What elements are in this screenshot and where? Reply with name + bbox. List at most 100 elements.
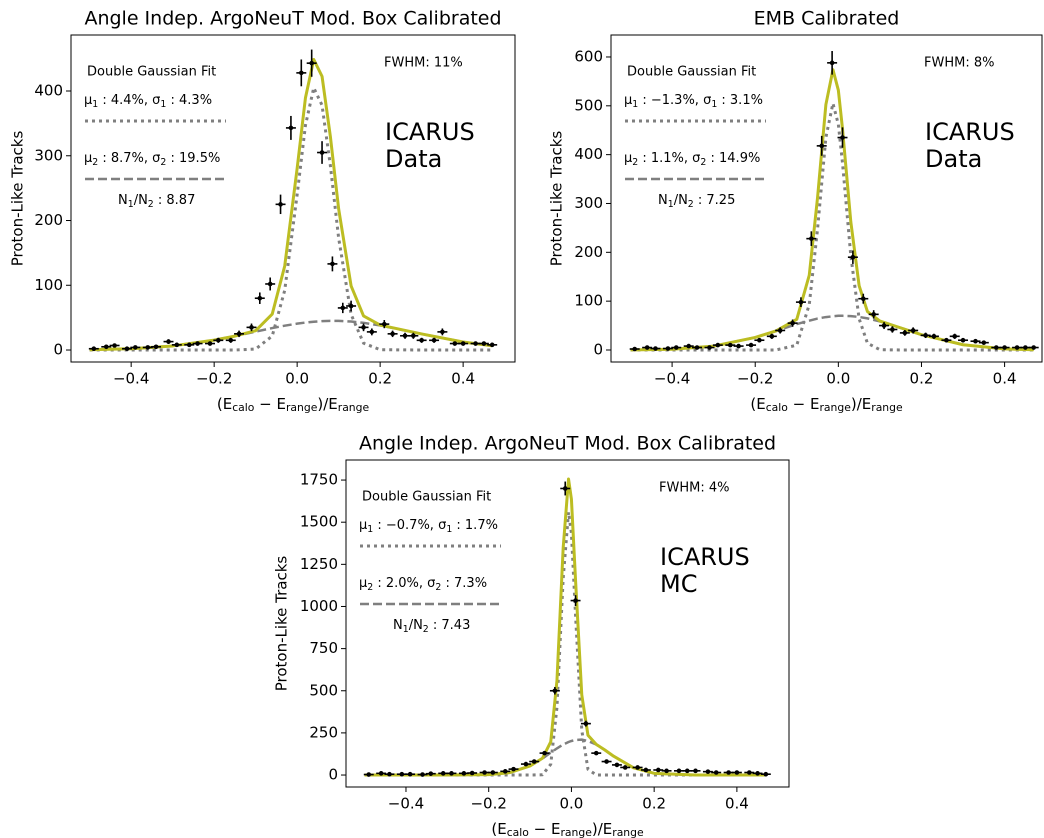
data-point [944,337,949,343]
x-axis-label-part: range [871,401,903,414]
data-point [186,342,192,348]
y-tick-label: 400 [34,82,63,100]
data-point [664,768,669,774]
x-tick-label: −0.2 [470,795,506,813]
legend-label-part: : 3.1% [717,93,763,108]
data-point [746,770,752,775]
fit-curve [364,738,766,777]
x-tick-label: −0.2 [737,370,773,388]
data-point [583,721,589,726]
dataset-label: ICARUS [925,118,1015,146]
legend-label-part: 1 [632,99,638,110]
x-axis-label-part: )/E [592,820,612,838]
data-point [604,759,609,764]
plot-frame [70,34,516,363]
data-point [523,761,529,767]
data-point [1031,345,1036,350]
ratio-label-part: N [118,193,128,208]
y-tick-label: 1750 [300,471,338,489]
legend-label-part: : 4.4%, σ [98,93,160,108]
x-axis-label-part: (E [750,395,765,413]
dataset-label: ICARUS [660,543,750,571]
data-point [228,338,234,343]
legend-title: Double Gaussian Fit [362,490,491,505]
x-axis-label-part: range [338,401,370,414]
data-point [644,345,650,350]
data-point [1023,345,1028,350]
data-point [960,337,966,343]
data-point [871,312,876,317]
data-point [757,337,762,343]
data-point [736,343,741,349]
y-tick-label: 600 [574,47,603,65]
ratio-label-part: /N [134,193,148,208]
chart-title: EMB Calibrated [754,8,900,30]
data-point [829,60,835,66]
data-point [381,321,387,327]
data-point [809,236,814,241]
x-axis-label-part: range [560,826,592,838]
data-point [734,770,740,775]
y-tick-label: 0 [53,341,63,359]
data-point [340,305,346,311]
y-tick-label: 100 [34,276,63,294]
legend-label-part: μ [359,576,367,591]
data-point [461,771,467,776]
x-tick-label: 0.2 [910,370,934,388]
data-point [216,338,221,343]
data-point [684,768,690,774]
data-point [635,765,640,770]
data-point [655,767,661,773]
legend-label-part: μ [624,151,632,166]
data-point [460,341,466,346]
data-point [428,771,434,776]
ratio-label-part: 1 [128,199,134,210]
data-point [790,320,795,326]
legend-label-part: 1 [446,524,452,535]
data-point [469,770,475,776]
x-axis-label-part: calo [232,401,255,414]
data-point [174,342,180,348]
data-point [249,325,254,330]
data-point [593,750,599,756]
x-axis-label-part: )/E [317,395,337,413]
data-point [402,333,408,339]
fwhm-annotation: FWHM: 8% [924,56,994,71]
data-point [840,135,845,140]
legend-label-part: 2 [160,157,166,168]
x-tick-label: −0.4 [388,795,424,813]
legend-label-part: : 1.1%, σ [638,151,700,166]
x-axis-label-part: (E [491,820,506,838]
legend-label-part: : 1.7% [452,518,498,533]
data-point [490,770,496,775]
x-axis-label-part: calo [507,826,530,838]
dataset-label: Data [925,145,982,173]
y-tick-label: 250 [309,723,338,741]
fwhm-annotation: FWHM: 4% [659,481,729,496]
legend-label-part: : −0.7%, σ [373,518,446,533]
data-point [407,771,413,777]
dataset-label: Data [385,145,442,173]
x-axis-label-part: − E [254,395,286,413]
data-point [502,769,508,774]
x-axis-label-part: )/E [851,395,871,413]
data-point [552,688,558,694]
data-point [369,329,375,335]
ratio-label-part: : 7.25 [694,193,736,208]
legend-label: μ1 : −1.3%, σ1 : 3.1% [624,93,763,110]
y-tick-label: 200 [574,243,603,261]
data-point [319,150,325,155]
legend-label-part: 1 [92,99,98,110]
data-point [481,341,487,346]
legend-label: μ1 : 4.4%, σ1 : 4.3% [84,93,212,110]
legend-label-part: 2 [435,582,441,593]
chart-title: Angle Indep. ArgoNeuT Mod. Box Calibrate… [84,8,501,30]
data-point [653,346,658,351]
legend-label: μ2 : 8.7%, σ2 : 19.5% [84,151,220,168]
data-point [207,341,213,346]
data-point [755,771,760,776]
legend-label-part: : 2.0%, σ [373,576,435,591]
legend-label-part: 2 [92,157,98,168]
